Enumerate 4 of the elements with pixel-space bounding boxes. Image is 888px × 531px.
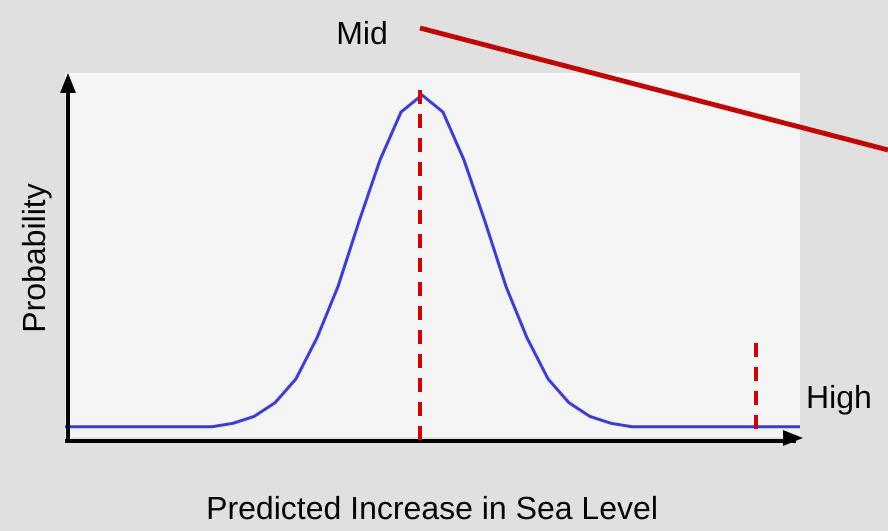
x-axis-title: Predicted Increase in Sea Level xyxy=(206,490,658,526)
text: Mid xyxy=(336,14,388,51)
text: High xyxy=(806,378,872,415)
y-axis-title: Probability xyxy=(16,183,52,333)
